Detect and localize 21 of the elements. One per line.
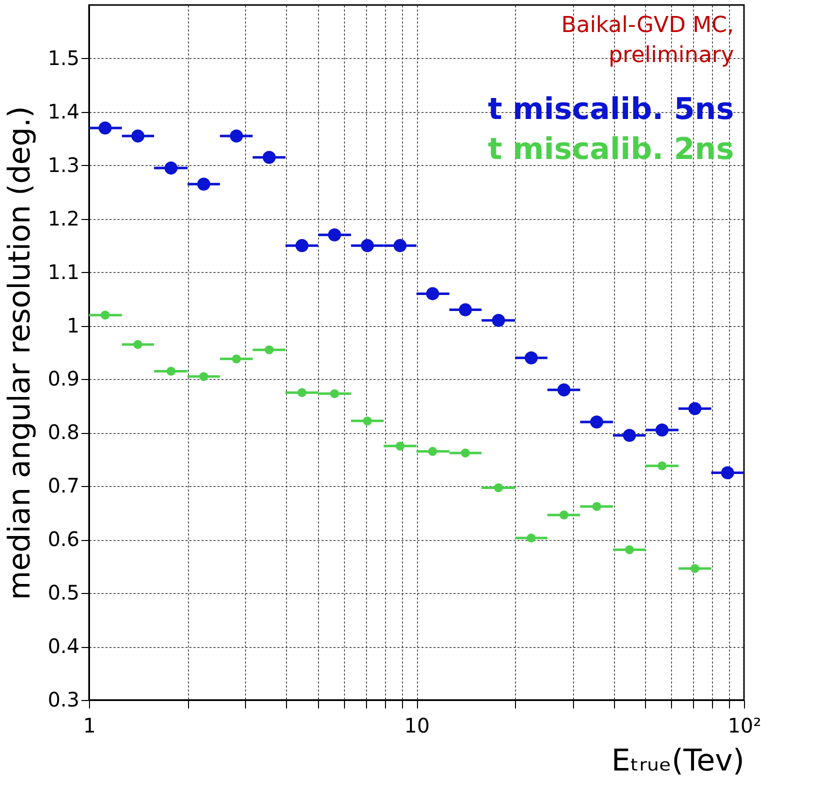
- y-tick-label: 0.8: [48, 420, 80, 444]
- x-tick-label: 1: [83, 714, 96, 738]
- y-tick-label: 1.2: [48, 206, 80, 230]
- y-tick-label: 1.4: [48, 99, 80, 124]
- text: t miscalib. 5ns: [488, 92, 734, 127]
- y-tick-label: 1: [66, 313, 80, 338]
- y-tick-label: 0.9: [48, 366, 80, 391]
- text: t miscalib. 2ns: [488, 132, 734, 167]
- annotation: Baikal-GVD MC, preliminary: [561, 13, 734, 68]
- x-tick-label: 10²: [728, 714, 762, 738]
- y-tick-label: 0.4: [48, 634, 80, 658]
- y-axis-title: median angular resolution (deg.): [2, 106, 38, 600]
- y-tick-label: 1.1: [48, 260, 80, 284]
- y-tick-label: 1.3: [48, 152, 80, 177]
- y-tick-label: 0.5: [48, 580, 80, 605]
- y-tick-label: 0.3: [48, 688, 80, 712]
- y-tick-label: 1.5: [48, 46, 80, 70]
- y-tick-label: 0.7: [48, 474, 80, 498]
- x-tick-label: 10: [404, 714, 430, 738]
- x-axis-title: Eₜᵣᵤₑ(Tev): [611, 744, 744, 778]
- y-tick-label: 0.6: [48, 527, 80, 552]
